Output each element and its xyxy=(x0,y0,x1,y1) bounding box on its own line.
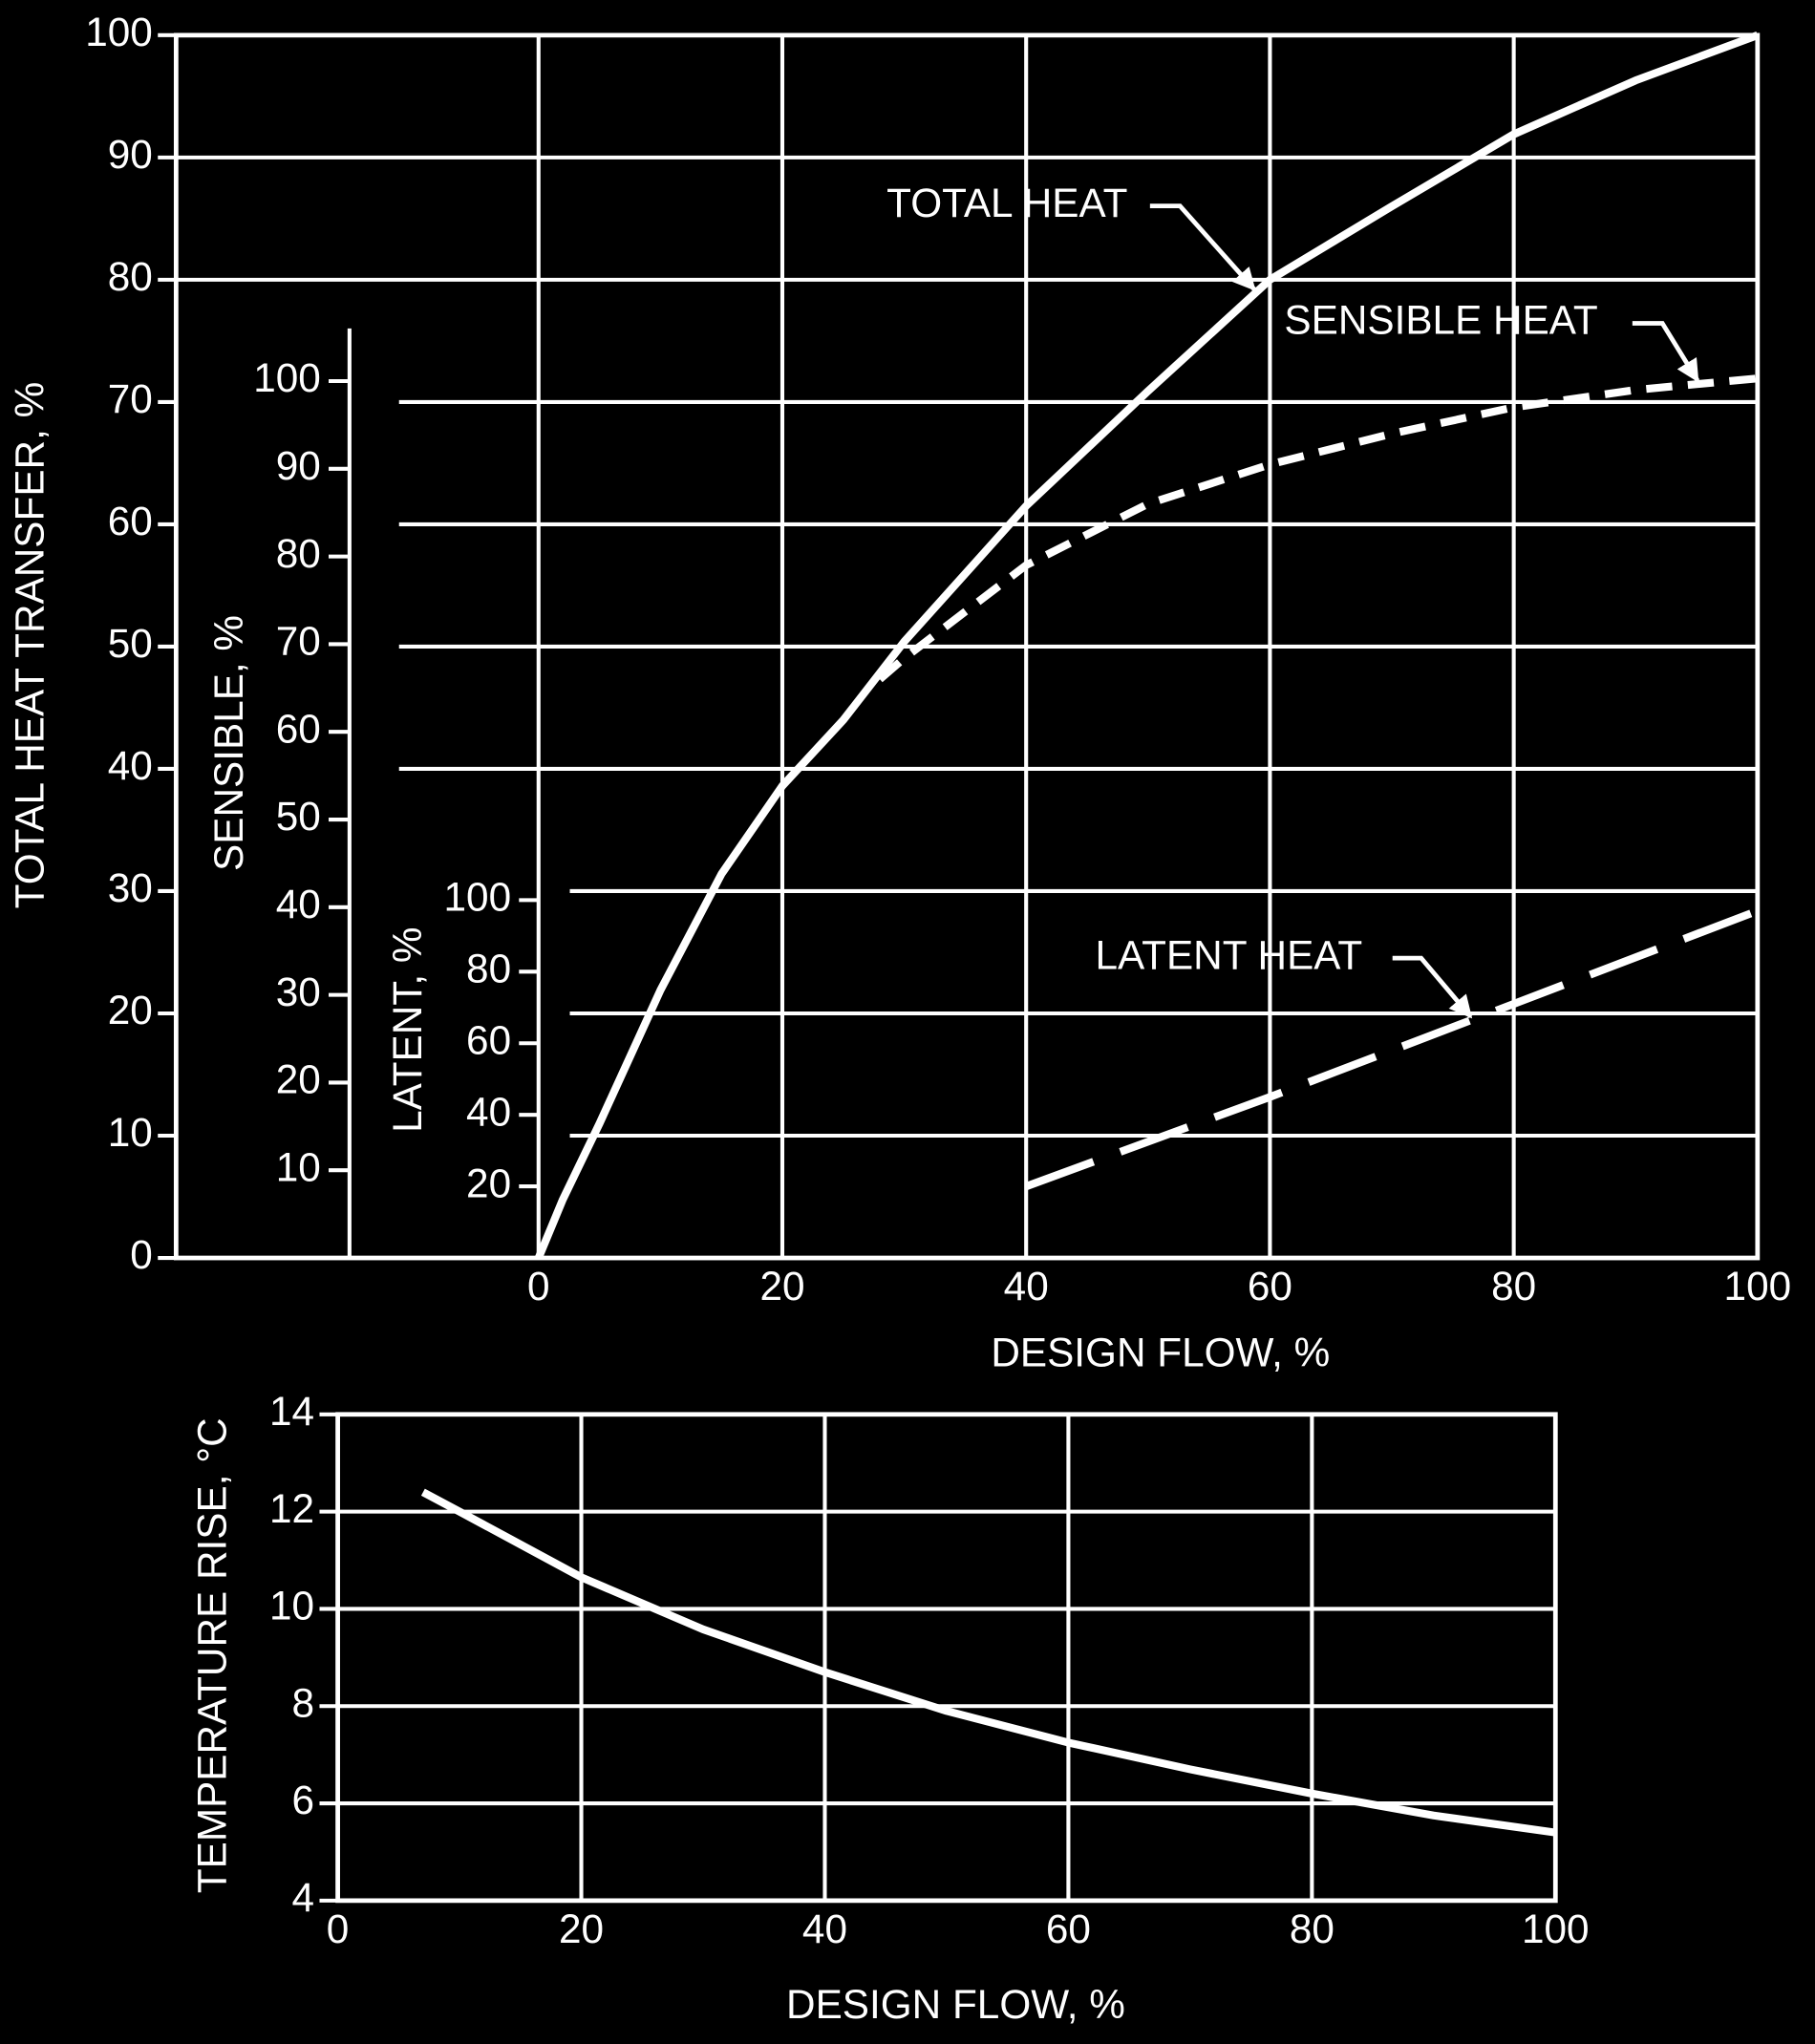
y2-tick-label: 80 xyxy=(276,531,321,576)
y3-tick-label: 100 xyxy=(444,875,512,920)
x-axis-label: DESIGN FLOW, % xyxy=(786,1982,1125,2027)
series-label: LATENT HEAT xyxy=(1096,932,1363,977)
y-tick-label: 90 xyxy=(108,132,153,177)
x-tick-label: 100 xyxy=(1724,1264,1792,1309)
y-tick-label: 50 xyxy=(108,621,153,666)
y-tick-label: 14 xyxy=(269,1389,314,1434)
y-tick-label: 12 xyxy=(269,1486,314,1531)
leader-arrow xyxy=(1149,203,1256,291)
y2-tick-label: 100 xyxy=(253,355,321,400)
y-tick-label: 70 xyxy=(108,376,153,421)
y-tick-label: 80 xyxy=(108,254,153,299)
y-axis-label: TOTAL HEAT TRANSFER, % xyxy=(7,382,52,909)
x-tick-label: 100 xyxy=(1522,1906,1590,1951)
y2-tick-label: 60 xyxy=(276,706,321,751)
series-label: TOTAL HEAT xyxy=(886,181,1127,225)
leader-arrow xyxy=(1632,321,1700,383)
y-tick-label: 100 xyxy=(85,10,153,54)
y-tick-label: 0 xyxy=(130,1232,153,1277)
x-tick-label: 20 xyxy=(759,1264,804,1309)
y2-tick-label: 50 xyxy=(276,794,321,839)
y2-axis-label: SENSIBLE, % xyxy=(206,615,251,871)
data-line xyxy=(420,1488,1556,1837)
plot-frame xyxy=(335,1412,1558,1904)
y2-tick-label: 20 xyxy=(276,1057,321,1102)
y3-tick-label: 40 xyxy=(466,1089,511,1134)
x-tick-label: 20 xyxy=(559,1906,604,1951)
y-tick-label: 6 xyxy=(291,1778,314,1822)
x-axis-label: DESIGN FLOW, % xyxy=(991,1331,1330,1375)
leader-arrow xyxy=(1392,955,1473,1019)
y-tick-label: 20 xyxy=(108,988,153,1033)
data-line xyxy=(534,32,1760,1260)
x-tick-label: 40 xyxy=(1004,1264,1049,1309)
y-tick-label: 60 xyxy=(108,499,153,543)
y2-tick-label: 40 xyxy=(276,882,321,926)
x-tick-label: 80 xyxy=(1290,1906,1335,1951)
plot-frame xyxy=(173,32,1761,1261)
y-tick-label: 8 xyxy=(291,1680,314,1725)
series-label: SENSIBLE HEAT xyxy=(1284,298,1597,343)
data-line xyxy=(1024,906,1760,1190)
y2-tick-label: 10 xyxy=(276,1144,321,1189)
x-tick-label: 60 xyxy=(1248,1264,1292,1309)
y3-axis-label: LATENT, % xyxy=(385,926,430,1132)
y2-tick-label: 30 xyxy=(276,969,321,1014)
x-tick-label: 60 xyxy=(1046,1906,1091,1951)
y-tick-label: 30 xyxy=(108,865,153,910)
y-tick-label: 40 xyxy=(108,743,153,788)
y-tick-label: 10 xyxy=(108,1110,153,1155)
y3-tick-label: 20 xyxy=(466,1160,511,1205)
y-axis-label: TEMPERATURE RISE, °C xyxy=(189,1417,234,1893)
y-tick-label: 4 xyxy=(291,1875,314,1920)
x-tick-label: 0 xyxy=(527,1264,550,1309)
y2-tick-label: 70 xyxy=(276,619,321,664)
x-tick-label: 40 xyxy=(802,1906,847,1951)
y-tick-label: 10 xyxy=(269,1584,314,1629)
x-tick-label: 0 xyxy=(327,1906,350,1951)
y3-tick-label: 80 xyxy=(466,946,511,990)
x-tick-label: 80 xyxy=(1491,1264,1536,1309)
y2-tick-label: 90 xyxy=(276,443,321,488)
y3-tick-label: 60 xyxy=(466,1017,511,1062)
